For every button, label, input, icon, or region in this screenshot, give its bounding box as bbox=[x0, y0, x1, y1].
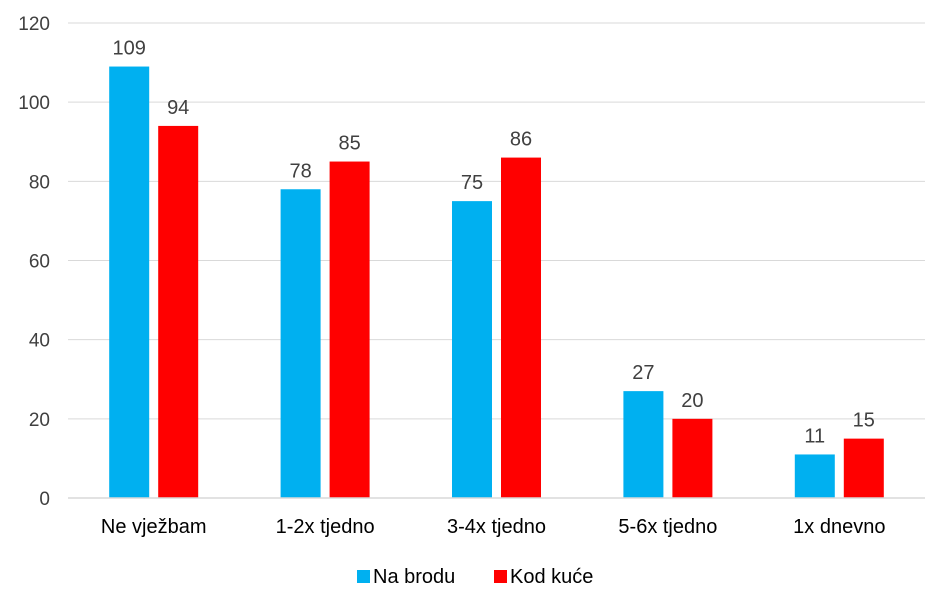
y-tick-label: 20 bbox=[29, 410, 50, 431]
bar bbox=[280, 189, 321, 498]
bar bbox=[794, 454, 835, 498]
y-tick-label: 40 bbox=[29, 331, 50, 352]
legend-label: Na brodu bbox=[373, 566, 455, 588]
x-axis: Ne vježbam 1-2x tjedno 3-4x tjedno 5-6x tje… bbox=[68, 497, 925, 538]
data-label: 109 bbox=[113, 38, 146, 60]
y-tick-label: 100 bbox=[18, 93, 50, 114]
x-tick-label: 1-2x tjedno bbox=[276, 516, 375, 538]
bar bbox=[109, 66, 150, 499]
data-label: 15 bbox=[853, 410, 875, 432]
data-label: 20 bbox=[681, 390, 703, 412]
data-label: 86 bbox=[510, 129, 532, 151]
legend-swatch bbox=[494, 570, 507, 583]
data-label: 27 bbox=[632, 362, 654, 384]
y-axis: 0 20 40 60 80 100 120 bbox=[18, 14, 50, 510]
x-tick-label: 5-6x tjedno bbox=[618, 516, 717, 538]
bar bbox=[329, 161, 370, 498]
x-tick-label: 1x dnevno bbox=[793, 516, 885, 538]
data-label: 11 bbox=[804, 425, 825, 447]
legend-label: Kod kuće bbox=[510, 566, 593, 588]
bar bbox=[158, 125, 199, 499]
x-tick-label: 3-4x tjedno bbox=[447, 516, 546, 538]
bar bbox=[623, 391, 664, 498]
data-label: 94 bbox=[167, 97, 189, 119]
bar bbox=[843, 438, 884, 498]
y-tick-label: 0 bbox=[39, 489, 50, 510]
data-label: 75 bbox=[461, 172, 483, 194]
legend-swatch bbox=[357, 570, 370, 583]
y-tick-label: 120 bbox=[18, 14, 50, 35]
bar bbox=[452, 201, 492, 498]
legend: Na brodu Kod kuće bbox=[357, 566, 593, 588]
x-tick-label: Ne vježbam bbox=[101, 516, 207, 538]
bar bbox=[672, 418, 713, 498]
gridlines bbox=[68, 22, 925, 420]
bar bbox=[501, 157, 541, 499]
bars: 109 94 78 85 75 86 27 20 11 15 bbox=[109, 38, 884, 499]
data-label: 78 bbox=[289, 160, 311, 182]
y-tick-label: 80 bbox=[29, 172, 50, 193]
y-tick-label: 60 bbox=[29, 252, 50, 273]
data-label: 85 bbox=[338, 133, 360, 155]
